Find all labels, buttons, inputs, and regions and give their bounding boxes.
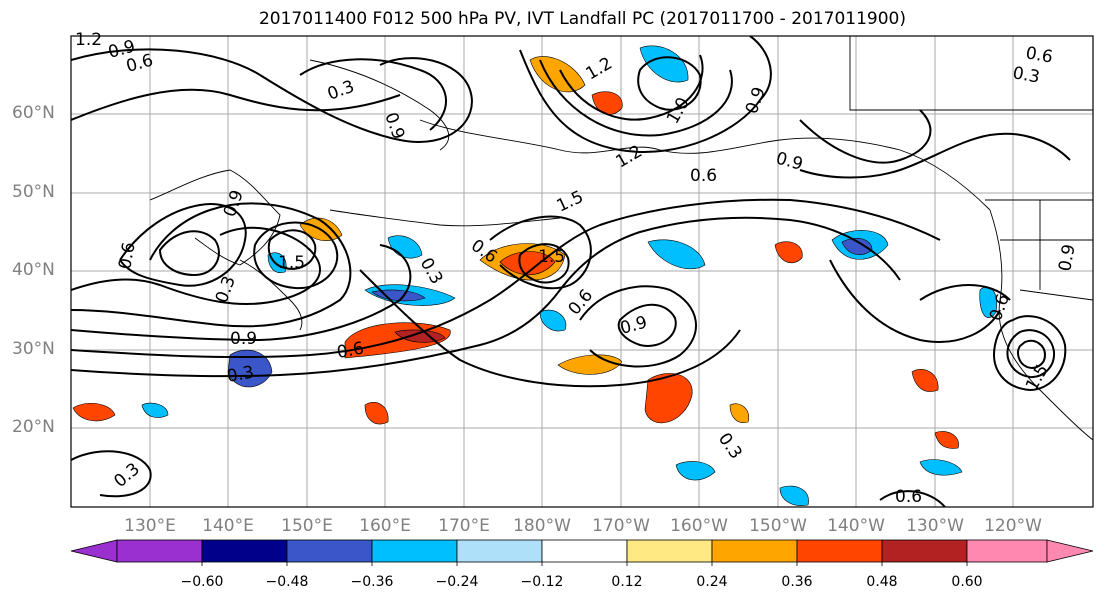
lat-label: 30°N <box>12 339 55 359</box>
negative-anomaly-blob <box>675 461 716 481</box>
contour-label: 1.2 <box>613 141 646 172</box>
colorbar-tick-label: 0.48 <box>866 574 898 590</box>
contour-label: 1.5 <box>538 247 565 267</box>
lon-label: 170°W <box>592 516 650 536</box>
negative-anomaly-blob <box>779 485 809 506</box>
contour-label: 1.2 <box>75 30 102 50</box>
contour-label: 0.3 <box>714 429 746 463</box>
positive-anomaly-blob <box>364 402 389 425</box>
contour-labels: 0.9 0.6 1.2 0.3 0.9 1.2 1.0 0.9 0.6 1.2 … <box>75 30 1080 507</box>
negative-anomaly-blob <box>539 309 567 332</box>
contour-label: 0.9 <box>230 329 257 349</box>
colorbar-tick-label: −0.48 <box>265 574 309 590</box>
contour-label: 0.6 <box>565 286 598 320</box>
positive-anomaly-blob <box>499 251 556 275</box>
colorbar-segment <box>626 539 713 563</box>
colorbar-tick-label: −0.60 <box>180 574 224 590</box>
positive-anomaly-blob <box>644 373 693 424</box>
positive-anomaly-blob <box>934 431 959 449</box>
colorbar-tick-label: −0.36 <box>350 574 394 590</box>
colorbar <box>70 539 1094 566</box>
positive-anomaly-blob <box>774 241 803 264</box>
lon-label: 160°W <box>670 516 728 536</box>
colorbar-segment <box>966 539 1048 563</box>
lon-label: 140°W <box>827 516 885 536</box>
negative-anomaly-blob <box>371 289 426 302</box>
negative-anomaly-blob <box>919 459 963 476</box>
graticule <box>71 36 1093 507</box>
negative-anomaly-blob <box>227 349 273 388</box>
colorbar-segment <box>711 539 798 563</box>
colorbar-extend-high <box>1046 539 1094 563</box>
lat-label: 60°N <box>12 103 55 123</box>
colorbar-extend-low <box>70 539 118 563</box>
lat-label: 40°N <box>12 260 55 280</box>
contour-label: 0.9 <box>1055 243 1079 273</box>
lat-label: 20°N <box>12 417 55 437</box>
coastlines <box>149 36 1093 441</box>
contour-label: 0.3 <box>325 77 357 105</box>
colorbar-tick-label: −0.24 <box>435 574 479 590</box>
colorbar-segment <box>541 539 628 563</box>
contour-label: 0.3 <box>225 363 255 387</box>
ivt-shading <box>72 45 998 506</box>
positive-anomaly-blob <box>729 403 750 423</box>
positive-anomaly-blob <box>529 56 586 93</box>
lon-label: 120°W <box>984 516 1042 536</box>
map-title: 2017011400 F012 500 hPa PV, IVT Landfall… <box>258 9 906 29</box>
lon-label: 170°E <box>438 516 490 536</box>
contour-label: 0.3 <box>110 459 144 492</box>
lon-label: 180°W <box>513 516 571 536</box>
contour-label: 1.5 <box>554 187 587 217</box>
lon-label: 130°W <box>906 516 964 536</box>
colorbar-segment <box>116 539 203 563</box>
colorbar-segment <box>371 539 458 563</box>
contour-label: 0.9 <box>220 187 248 219</box>
contour-label: 0.3 <box>1011 63 1041 87</box>
negative-anomaly-blob <box>387 235 423 259</box>
pv-contours <box>71 36 1071 507</box>
negative-anomaly-blob <box>639 45 689 83</box>
positive-anomaly-blob <box>72 402 116 422</box>
contour-label: 0.6 <box>115 241 139 271</box>
lon-label: 160°E <box>359 516 411 536</box>
contour-label: 0.9 <box>742 84 770 116</box>
lon-label: 150°W <box>749 516 807 536</box>
lat-label: 50°N <box>12 182 55 202</box>
colorbar-segment <box>286 539 373 563</box>
colorbar-segment <box>456 539 543 563</box>
lon-label: 140°E <box>202 516 254 536</box>
map-frame <box>70 35 1094 508</box>
contour-label: 0.3 <box>416 255 447 288</box>
contour-label: 0.6 <box>1024 43 1054 67</box>
contour-label: 0.6 <box>335 339 365 363</box>
colorbar-segment <box>201 539 288 563</box>
contour-label: 1.2 <box>583 53 616 84</box>
lon-label: 150°E <box>281 516 333 536</box>
colorbar-tick-label: 0.24 <box>696 574 728 590</box>
positive-anomaly-blob <box>557 354 623 375</box>
negative-anomaly-blob <box>141 402 169 418</box>
lon-label: 130°E <box>124 516 176 536</box>
positive-anomaly-blob <box>591 91 623 115</box>
contour-label: 0.6 <box>895 487 922 507</box>
colorbar-tick-label: 0.36 <box>781 574 813 590</box>
contour-label: 1.5 <box>278 253 305 273</box>
colorbar-tick-label: 0.60 <box>951 574 983 590</box>
colorbar-segment <box>881 539 968 563</box>
positive-anomaly-blob <box>911 369 939 392</box>
colorbar-segment <box>796 539 883 563</box>
contour-label: 0.6 <box>690 166 717 186</box>
negative-anomaly-blob <box>647 239 706 270</box>
colorbar-tick-label: 0.12 <box>611 574 643 590</box>
colorbar-tick-label: −0.12 <box>520 574 564 590</box>
